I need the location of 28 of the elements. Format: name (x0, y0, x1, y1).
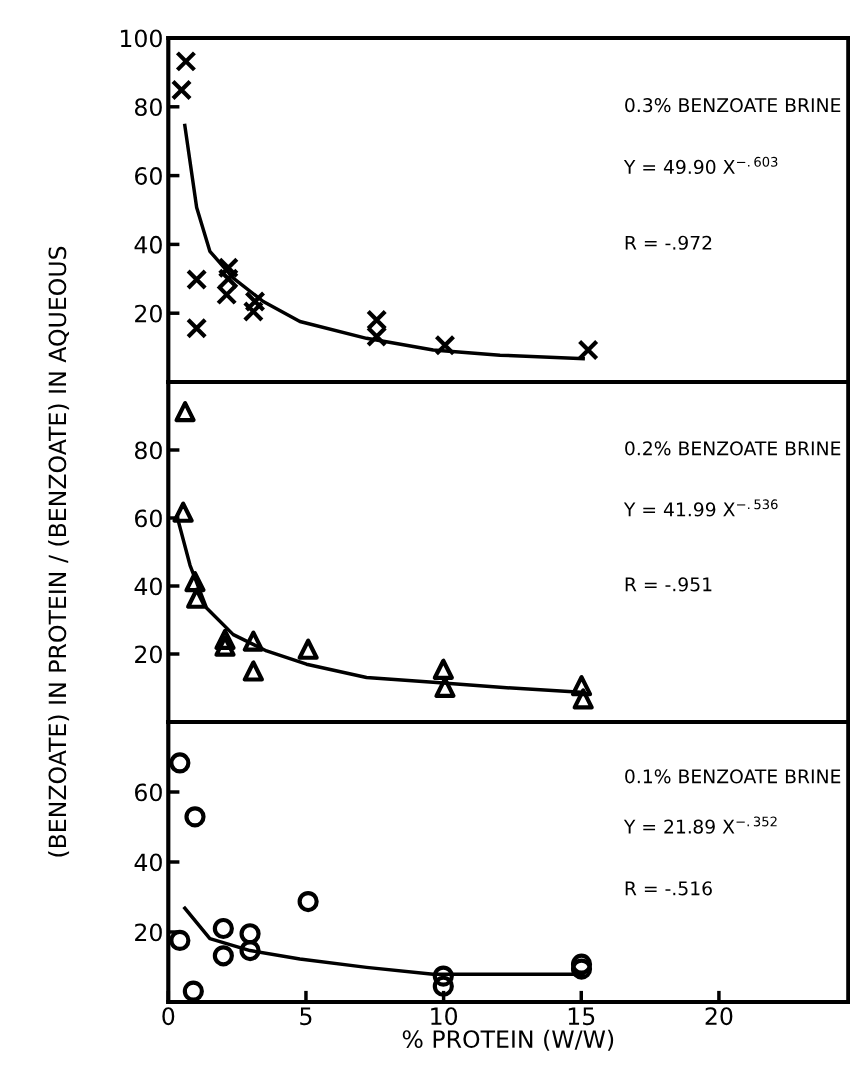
x-axis-title: % PROTEIN (W/W) (402, 1029, 614, 1051)
y-tick-label: 40 (134, 235, 162, 254)
x-tick-label: 20 (705, 1007, 733, 1026)
x-tick-label: 15 (568, 1007, 595, 1026)
annotation: 0.3% BENZOATE BRINE (625, 98, 841, 113)
annotation: 0.1% BENZOATE BRINE (625, 769, 841, 784)
x-tick-label: 10 (431, 1007, 458, 1026)
x-tick-label: 0 (162, 1007, 175, 1026)
y-axis-title: (BENZOATE) IN PROTEIN / (BENZOATE) IN AQUEOUS (48, 246, 70, 857)
y-tick-label: 60 (135, 167, 162, 185)
y-tick-label: 20 (135, 645, 162, 664)
y-tick-label: 40 (134, 577, 162, 596)
y-tick-label: 40 (134, 853, 162, 872)
y-tick-label: 100 (120, 29, 162, 48)
y-tick-label: 80 (134, 98, 162, 117)
annotation: Y = 49.90 X$^{−.603}$ (623, 156, 778, 175)
annotation: Y = 41.99 X$^{−.536}$ (623, 499, 778, 517)
annotation: 0.2% BENZOATE BRINE (625, 441, 841, 456)
annotation: R = -.516 (625, 881, 712, 896)
y-tick-label: 60 (135, 509, 162, 528)
y-tick-label: 20 (135, 923, 162, 942)
x-tick-label: 5 (300, 1007, 312, 1026)
y-tick-label: 80 (134, 441, 162, 460)
y-tick-label: 20 (135, 304, 162, 323)
annotation: Y = 21.89 X$^{−.352}$ (623, 816, 777, 834)
annotation: R = -.951 (625, 577, 712, 592)
y-tick-label: 60 (135, 783, 162, 802)
annotation: R = -.972 (625, 235, 712, 250)
